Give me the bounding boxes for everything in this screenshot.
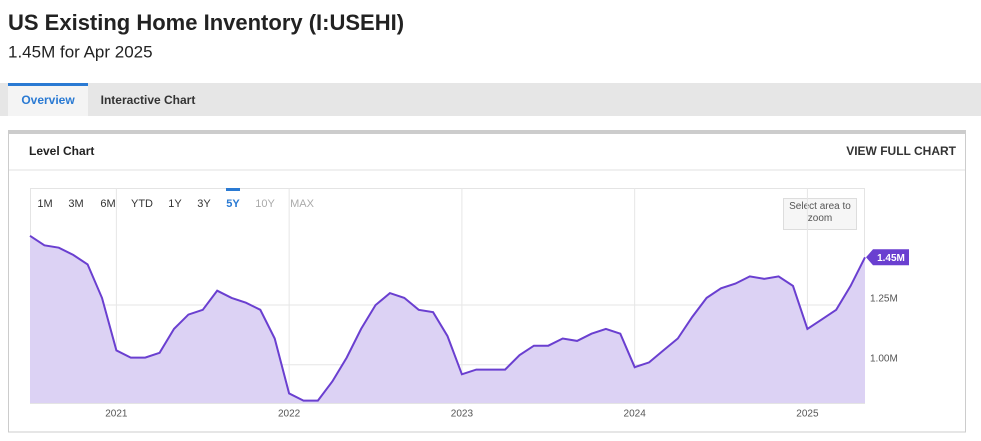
range-button[interactable]: MAX: [290, 198, 315, 210]
x-tick-label: 2022: [278, 409, 301, 420]
tab[interactable]: Interactive Chart: [101, 93, 196, 107]
tab-active-bg: [8, 83, 88, 116]
range-button[interactable]: 5Y: [226, 198, 240, 210]
x-tick-label: 2024: [624, 409, 647, 420]
zoom-box: [783, 198, 857, 230]
view-full-chart[interactable]: VIEW FULL CHART: [846, 144, 956, 158]
y-tick-label: 1.25M: [870, 294, 898, 305]
subtitle: 1.45M for Apr 2025: [8, 42, 153, 61]
panel-top: [8, 130, 966, 134]
value-label: 1.45M: [877, 253, 905, 264]
range-button[interactable]: 10Y: [255, 198, 275, 210]
range-button[interactable]: 3M: [68, 198, 83, 210]
range-button[interactable]: 3Y: [197, 198, 211, 210]
title: US Existing Home Inventory (I:USEHI): [8, 10, 404, 35]
zoom-hint-wrap: Select area to zoom: [789, 201, 851, 224]
tab-indicator: [8, 83, 88, 86]
x-tick-label: 2025: [796, 409, 819, 420]
line: [29, 234, 866, 402]
range-button[interactable]: 1Y: [168, 198, 182, 210]
value-tag: [866, 249, 909, 266]
x-tick-label: 2021: [105, 409, 128, 420]
area: [30, 235, 865, 403]
range-indicator: [226, 188, 240, 191]
panel-title: Level Chart: [29, 144, 94, 158]
zoom-hint: Select area to zoom: [789, 201, 851, 224]
tab[interactable]: Overview: [21, 93, 75, 107]
range-button[interactable]: YTD: [131, 198, 153, 210]
range-button[interactable]: 1M: [37, 198, 52, 210]
tab-bar: [0, 83, 981, 116]
x-tick-label: 2023: [451, 409, 474, 420]
range-button[interactable]: 6M: [100, 198, 115, 210]
y-tick-label: 1.00M: [870, 353, 898, 364]
